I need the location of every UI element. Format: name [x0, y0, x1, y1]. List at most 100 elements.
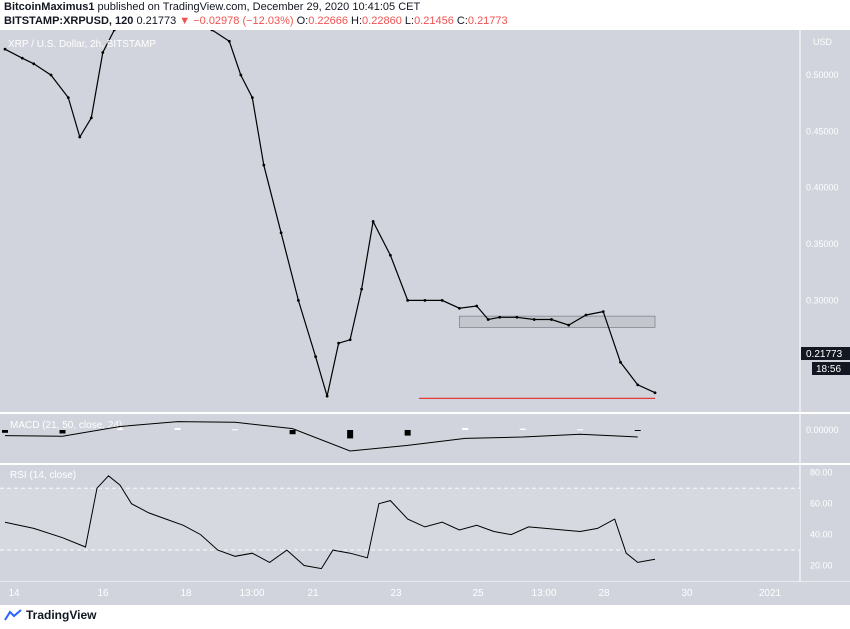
price-point — [250, 96, 254, 99]
macd-histogram-bar — [519, 428, 526, 430]
last-price: 0.21773 — [136, 15, 177, 27]
price-point — [636, 383, 640, 387]
price-point — [3, 47, 7, 51]
published-text: published on TradingView.com, December 2… — [97, 1, 421, 13]
price-tick-label: 0.45000 — [806, 126, 839, 136]
price-point — [66, 96, 70, 99]
open-value: 0.22666 — [308, 15, 348, 27]
price-point — [49, 73, 53, 77]
price-tick-label: 0.40000 — [806, 183, 839, 193]
price-point — [475, 304, 479, 308]
countdown-badge-bg — [812, 362, 850, 375]
macd-title: MACD (21, 50, close, 24) — [10, 420, 122, 431]
time-tick-label: 2021 — [759, 588, 782, 599]
price-point — [227, 39, 231, 43]
price-point — [32, 62, 36, 66]
macd-signal-line — [4, 421, 638, 452]
macd-histogram-bar — [577, 429, 584, 431]
time-tick-label: 16 — [97, 588, 109, 599]
price-pane: 0.500000.450000.400000.350000.300000.250… — [3, 30, 839, 399]
low-label: L: — [404, 15, 415, 27]
price-point — [515, 315, 519, 319]
price-point — [567, 323, 571, 327]
close-label: C: — [456, 15, 468, 27]
time-tick-label: 14 — [8, 588, 20, 599]
price-point — [498, 315, 502, 319]
rsi-band — [0, 488, 800, 551]
macd-histogram-bar — [2, 430, 8, 433]
price-scale[interactable] — [800, 30, 850, 582]
author-name[interactable]: BitcoinMaximus1 — [4, 1, 95, 13]
price-point — [601, 310, 605, 314]
macd-histogram-bar — [462, 427, 469, 430]
price-point — [325, 394, 329, 398]
price-point — [296, 298, 300, 302]
price-point — [78, 135, 82, 139]
price-point — [337, 341, 341, 345]
price-point — [619, 360, 622, 364]
time-tick-label: 13:00 — [239, 588, 264, 599]
macd-tick-label: 0.00000 — [806, 425, 839, 435]
price-point — [101, 51, 105, 54]
price-point — [388, 253, 392, 257]
price-badge-bg — [801, 347, 850, 360]
price-point — [20, 56, 24, 60]
low-value: 0.21456 — [414, 15, 454, 27]
rsi-title: RSI (14, close) — [10, 470, 76, 481]
price-point — [423, 298, 427, 302]
chart-legend: XRP / U.S. Dollar, 2h, BITSTAMP — [8, 39, 156, 50]
macd-histogram-bar — [232, 429, 239, 431]
time-scale[interactable] — [0, 582, 850, 605]
price-tick-label: 0.30000 — [806, 295, 839, 305]
price-point — [262, 163, 266, 167]
macd-histogram-bar — [117, 428, 124, 430]
brand-footer[interactable]: TradingView — [4, 608, 96, 622]
down-arrow-icon: ▼ — [179, 15, 191, 27]
time-tick-label: 25 — [472, 588, 484, 599]
price-point — [348, 338, 352, 342]
chart-area[interactable]: 0.500000.450000.400000.350000.300000.250… — [0, 30, 850, 605]
price-tick-label: 0.50000 — [806, 70, 839, 80]
price-point — [371, 220, 375, 223]
price-point — [486, 318, 490, 321]
price-badge: 0.21773 — [806, 349, 843, 360]
rsi-tick-label: 60.00 — [810, 499, 833, 509]
currency-label: USD — [813, 37, 833, 47]
macd-histogram-bar — [174, 427, 181, 430]
high-value: 0.22860 — [362, 15, 402, 27]
price-point — [89, 116, 93, 120]
publish-line: BitcoinMaximus1 published on TradingView… — [4, 1, 420, 13]
symbol-line: BITSTAMP:XRPUSD, 120 0.21773 ▼ −0.02978 … — [4, 15, 508, 27]
time-tick-label: 28 — [598, 588, 610, 599]
rsi-line — [4, 475, 656, 570]
price-point — [532, 318, 536, 321]
time-tick-label: 18 — [180, 588, 192, 599]
rsi-tick-label: 80.00 — [810, 468, 833, 478]
price-point — [279, 231, 283, 235]
macd-histogram-bar — [634, 430, 641, 431]
time-tick-label: 13:00 — [531, 588, 556, 599]
price-point — [440, 298, 444, 302]
price-tick-label: 0.35000 — [806, 239, 839, 249]
tradingview-logo-icon — [4, 609, 22, 621]
rsi-tick-label: 20.00 — [810, 561, 833, 571]
time-axis: 14 16 18 13:00 21 23 25 13:00 28 30 2021 — [8, 588, 781, 599]
macd-histogram-bar — [59, 430, 66, 434]
rsi-tick-label: 40.00 — [810, 530, 833, 540]
macd-histogram-bar — [404, 430, 411, 436]
price-point — [239, 73, 243, 77]
price-point — [112, 30, 116, 32]
price-point — [210, 30, 214, 32]
macd-histogram-bar — [347, 430, 354, 439]
time-tick-label: 30 — [681, 588, 693, 599]
time-tick-label: 23 — [390, 588, 402, 599]
symbol-label: BITSTAMP:XRPUSD, 120 — [4, 15, 134, 27]
macd-pane: MACD (21, 50, close, 24) 0.00000 — [2, 420, 839, 452]
rsi-pane: RSI (14, close) 80.00 60.00 40.00 20.00 — [0, 468, 833, 571]
price-point — [653, 391, 657, 395]
change-text: −0.02978 (−12.03%) — [193, 15, 294, 27]
price-point — [550, 318, 553, 321]
close-value: 0.21773 — [467, 15, 508, 27]
price-point — [458, 306, 461, 310]
price-point — [584, 313, 588, 317]
